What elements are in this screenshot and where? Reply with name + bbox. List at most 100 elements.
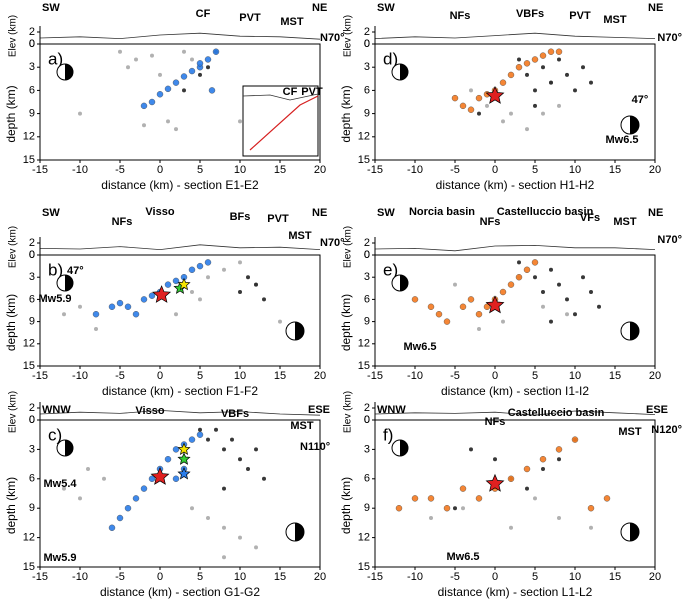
earthquake (541, 304, 545, 309)
earthquake (499, 288, 507, 296)
y-tick-label: 12 (23, 338, 35, 350)
earthquake (158, 72, 162, 77)
earthquake (278, 319, 282, 324)
earthquake (507, 281, 515, 288)
x-axis-label: distance (km) - section L1-L2 (438, 585, 593, 599)
earthquake (459, 485, 467, 492)
earthquake (573, 88, 577, 93)
x-tick-label: -10 (407, 164, 423, 176)
earthquake (589, 80, 593, 85)
earthquake (62, 486, 66, 491)
earthquake (507, 71, 515, 79)
earthquake (190, 57, 194, 62)
x-tick-label: 0 (492, 164, 498, 176)
x-tick-label: 15 (609, 571, 621, 583)
panel-label: f) (383, 425, 393, 444)
earthquake (206, 437, 210, 442)
earthquake (148, 98, 156, 106)
x-tick-label: -15 (32, 571, 48, 583)
earthquake (557, 103, 561, 108)
earthquake (533, 103, 537, 108)
earthquake (140, 102, 148, 110)
x-tick-label: -10 (72, 571, 88, 583)
earthquake (222, 525, 226, 530)
plot-frame (374, 419, 656, 568)
mainshock-star (177, 452, 191, 465)
annotation: ESE (646, 404, 668, 416)
earthquake (469, 88, 473, 93)
annotation: Mw5.9 (43, 552, 76, 564)
x-tick-label: 0 (157, 164, 163, 176)
panel-label: d) (383, 49, 398, 68)
y-tick-label: 15 (23, 561, 35, 573)
earthquake (212, 48, 220, 55)
earthquake (124, 505, 132, 512)
earthquake (467, 106, 475, 113)
x-tick-label: -15 (32, 370, 48, 382)
earthquake (262, 297, 266, 302)
earthquake (124, 303, 132, 310)
earthquake (603, 495, 611, 502)
y-tick-label: 15 (23, 154, 35, 166)
x-tick-label: 15 (274, 370, 286, 382)
earthquake (134, 57, 138, 62)
earthquake (477, 111, 481, 116)
earthquake (204, 259, 212, 266)
elev-tick-label: 2 (29, 402, 35, 414)
y-tick-label: 9 (364, 316, 370, 328)
elev-axis-label: Elev (km) (8, 15, 19, 57)
earthquake (509, 111, 513, 116)
x-tick-label: 20 (649, 571, 661, 583)
earthquake (108, 524, 116, 531)
earthquake (118, 49, 122, 54)
earthquake (190, 506, 194, 511)
earthquake (565, 297, 569, 302)
x-tick-label: -15 (367, 164, 383, 176)
earthquake (587, 505, 595, 512)
y-tick-label: 12 (358, 131, 370, 143)
x-tick-label: -10 (407, 370, 423, 382)
annotation: Mw6.5 (605, 134, 638, 146)
topography (374, 410, 656, 416)
y-tick-label: 0 (29, 414, 35, 426)
earthquake (453, 282, 457, 287)
x-tick-label: 20 (314, 164, 326, 176)
annotation: Norcia basin (409, 206, 475, 218)
y-tick-label: 6 (364, 473, 370, 485)
focal-mechanism-quadrant (65, 64, 73, 80)
earthquake (208, 87, 216, 94)
earthquake (182, 49, 186, 54)
mainshock-star (177, 466, 191, 480)
annotation: 47° (632, 94, 649, 106)
earthquake (204, 56, 212, 63)
earthquake (549, 319, 553, 324)
earthquake (565, 312, 569, 317)
earthquake (164, 281, 172, 288)
earthquake (531, 56, 539, 63)
x-tick-label: 20 (649, 164, 661, 176)
earthquake (246, 275, 250, 280)
earthquake (541, 65, 545, 70)
earthquake (525, 72, 529, 77)
x-tick-label: -5 (115, 571, 125, 583)
earthquake (533, 275, 537, 280)
annotation: MST (603, 14, 627, 26)
earthquake (555, 446, 563, 453)
elev-tick-label: 0 (29, 249, 35, 261)
x-tick-label: 10 (234, 164, 246, 176)
annotation: Castelluccio basin (508, 407, 605, 419)
earthquake (539, 456, 547, 463)
annotation: NE (648, 207, 663, 219)
earthquake (555, 48, 563, 55)
earthquake (443, 505, 451, 512)
earthquake (174, 127, 178, 132)
earthquake (116, 299, 124, 307)
topography (39, 244, 321, 251)
earthquake (517, 57, 521, 62)
annotation: Mw6.5 (446, 551, 479, 563)
y-tick-label: 3 (29, 61, 35, 73)
earthquake (571, 436, 579, 443)
earthquake (78, 111, 82, 116)
earthquake (132, 311, 140, 318)
x-tick-label: -15 (32, 164, 48, 176)
